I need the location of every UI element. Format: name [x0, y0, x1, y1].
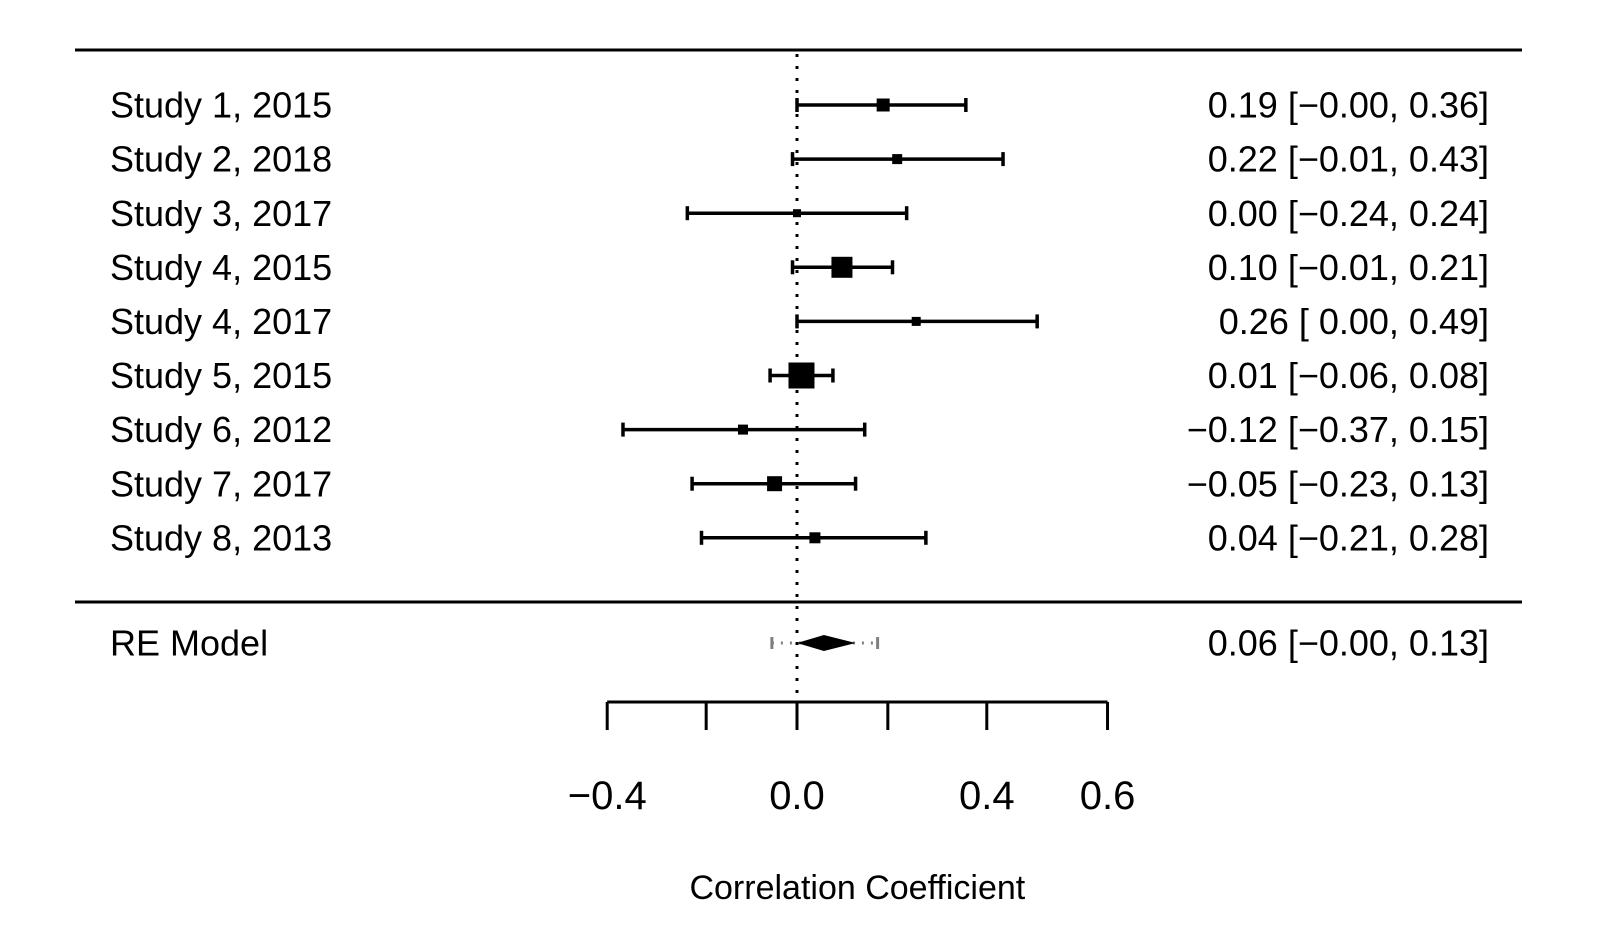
estimate-annotation: −0.12 [−0.37, 0.15] [1187, 409, 1489, 450]
study-label: Study 6, 2012 [110, 409, 332, 450]
estimate-annotation: 0.10 [−0.01, 0.21] [1208, 247, 1489, 288]
study-row: Study 8, 2013 0.04 [−0.21, 0.28] [110, 517, 1489, 558]
study-label: Study 1, 2015 [110, 85, 332, 126]
study-row: Study 2, 2018 0.22 [−0.01, 0.43] [110, 139, 1489, 180]
study-row: Study 1, 2015 0.19 [−0.00, 0.36] [110, 85, 1489, 126]
x-axis: −0.4 0.0 0.4 0.6 Correlation Coefficient [568, 700, 1136, 907]
estimate-annotation: 0.04 [−0.21, 0.28] [1208, 517, 1489, 558]
x-axis-tick-label: 0.6 [1080, 774, 1136, 818]
point-square [809, 532, 821, 544]
estimate-annotation: 0.26 [ 0.00, 0.49] [1219, 301, 1489, 342]
study-label: Study 7, 2017 [110, 463, 332, 504]
study-label: Study 4, 2015 [110, 247, 332, 288]
study-label: Study 2, 2018 [110, 139, 332, 180]
point-square [767, 476, 783, 492]
study-row: Study 4, 2017 0.26 [ 0.00, 0.49] [110, 301, 1489, 342]
estimate-annotation: 0.00 [−0.24, 0.24] [1208, 193, 1489, 234]
point-square [793, 209, 801, 218]
estimate-annotation: 0.01 [−0.06, 0.08] [1208, 355, 1489, 396]
summary-annotation: 0.06 [−0.00, 0.13] [1208, 623, 1489, 664]
x-axis-tick-label: 0.4 [959, 774, 1015, 818]
study-row: Study 6, 2012 −0.12 [−0.37, 0.15] [110, 409, 1489, 450]
point-square [876, 98, 890, 112]
study-row: Study 5, 2015 0.01 [−0.06, 0.08] [110, 355, 1489, 396]
estimate-annotation: 0.19 [−0.00, 0.36] [1208, 85, 1489, 126]
study-row: Study 4, 2015 0.10 [−0.01, 0.21] [110, 247, 1489, 288]
point-square [911, 316, 921, 326]
study-label: Study 5, 2015 [110, 355, 332, 396]
x-axis-title: Correlation Coefficient [689, 869, 1025, 907]
x-axis-tick-label: −0.4 [568, 774, 647, 818]
study-row: Study 3, 2017 0.00 [−0.24, 0.24] [110, 193, 1489, 234]
estimate-annotation: 0.22 [−0.01, 0.43] [1208, 139, 1489, 180]
study-label: Study 3, 2017 [110, 193, 332, 234]
summary-row: RE Model 0.06 [−0.00, 0.13] [110, 623, 1489, 664]
point-square [737, 424, 748, 435]
study-label: Study 8, 2013 [110, 517, 332, 558]
point-square [892, 154, 903, 165]
point-square [788, 362, 815, 389]
study-row: Study 7, 2017 −0.05 [−0.23, 0.13] [110, 463, 1489, 504]
x-axis-tick-label: 0.0 [769, 774, 825, 818]
estimate-annotation: −0.05 [−0.23, 0.13] [1187, 463, 1489, 504]
study-label: Study 4, 2017 [110, 301, 332, 342]
point-square [831, 256, 853, 278]
summary-label: RE Model [110, 623, 268, 664]
summary-diamond [797, 635, 856, 651]
